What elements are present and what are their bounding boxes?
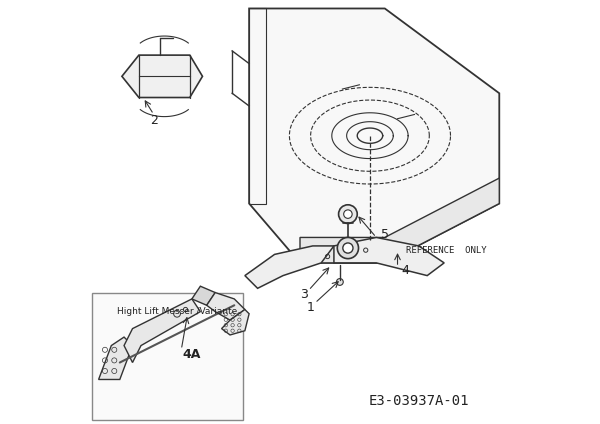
Circle shape — [344, 210, 352, 218]
Text: 4: 4 — [402, 264, 410, 277]
Polygon shape — [245, 246, 334, 288]
Polygon shape — [98, 337, 133, 379]
Circle shape — [338, 205, 357, 223]
Polygon shape — [124, 299, 200, 363]
Polygon shape — [192, 286, 215, 305]
Polygon shape — [334, 237, 444, 276]
Polygon shape — [207, 293, 245, 320]
Text: E3-03937A-01: E3-03937A-01 — [368, 393, 469, 408]
Text: Hight Lift Messer /Variante: Hight Lift Messer /Variante — [117, 307, 237, 316]
Circle shape — [337, 279, 343, 285]
Text: 4A: 4A — [182, 348, 201, 360]
Circle shape — [337, 237, 359, 259]
Text: REFERENCE  ONLY: REFERENCE ONLY — [406, 245, 487, 255]
Circle shape — [343, 243, 353, 253]
Text: 5: 5 — [380, 228, 389, 240]
Text: 1: 1 — [307, 301, 314, 314]
Text: 3: 3 — [301, 288, 308, 301]
Polygon shape — [249, 8, 499, 263]
Polygon shape — [122, 55, 202, 98]
Text: 2: 2 — [150, 114, 158, 127]
Polygon shape — [300, 178, 499, 263]
Polygon shape — [221, 310, 249, 335]
FancyBboxPatch shape — [92, 293, 243, 420]
